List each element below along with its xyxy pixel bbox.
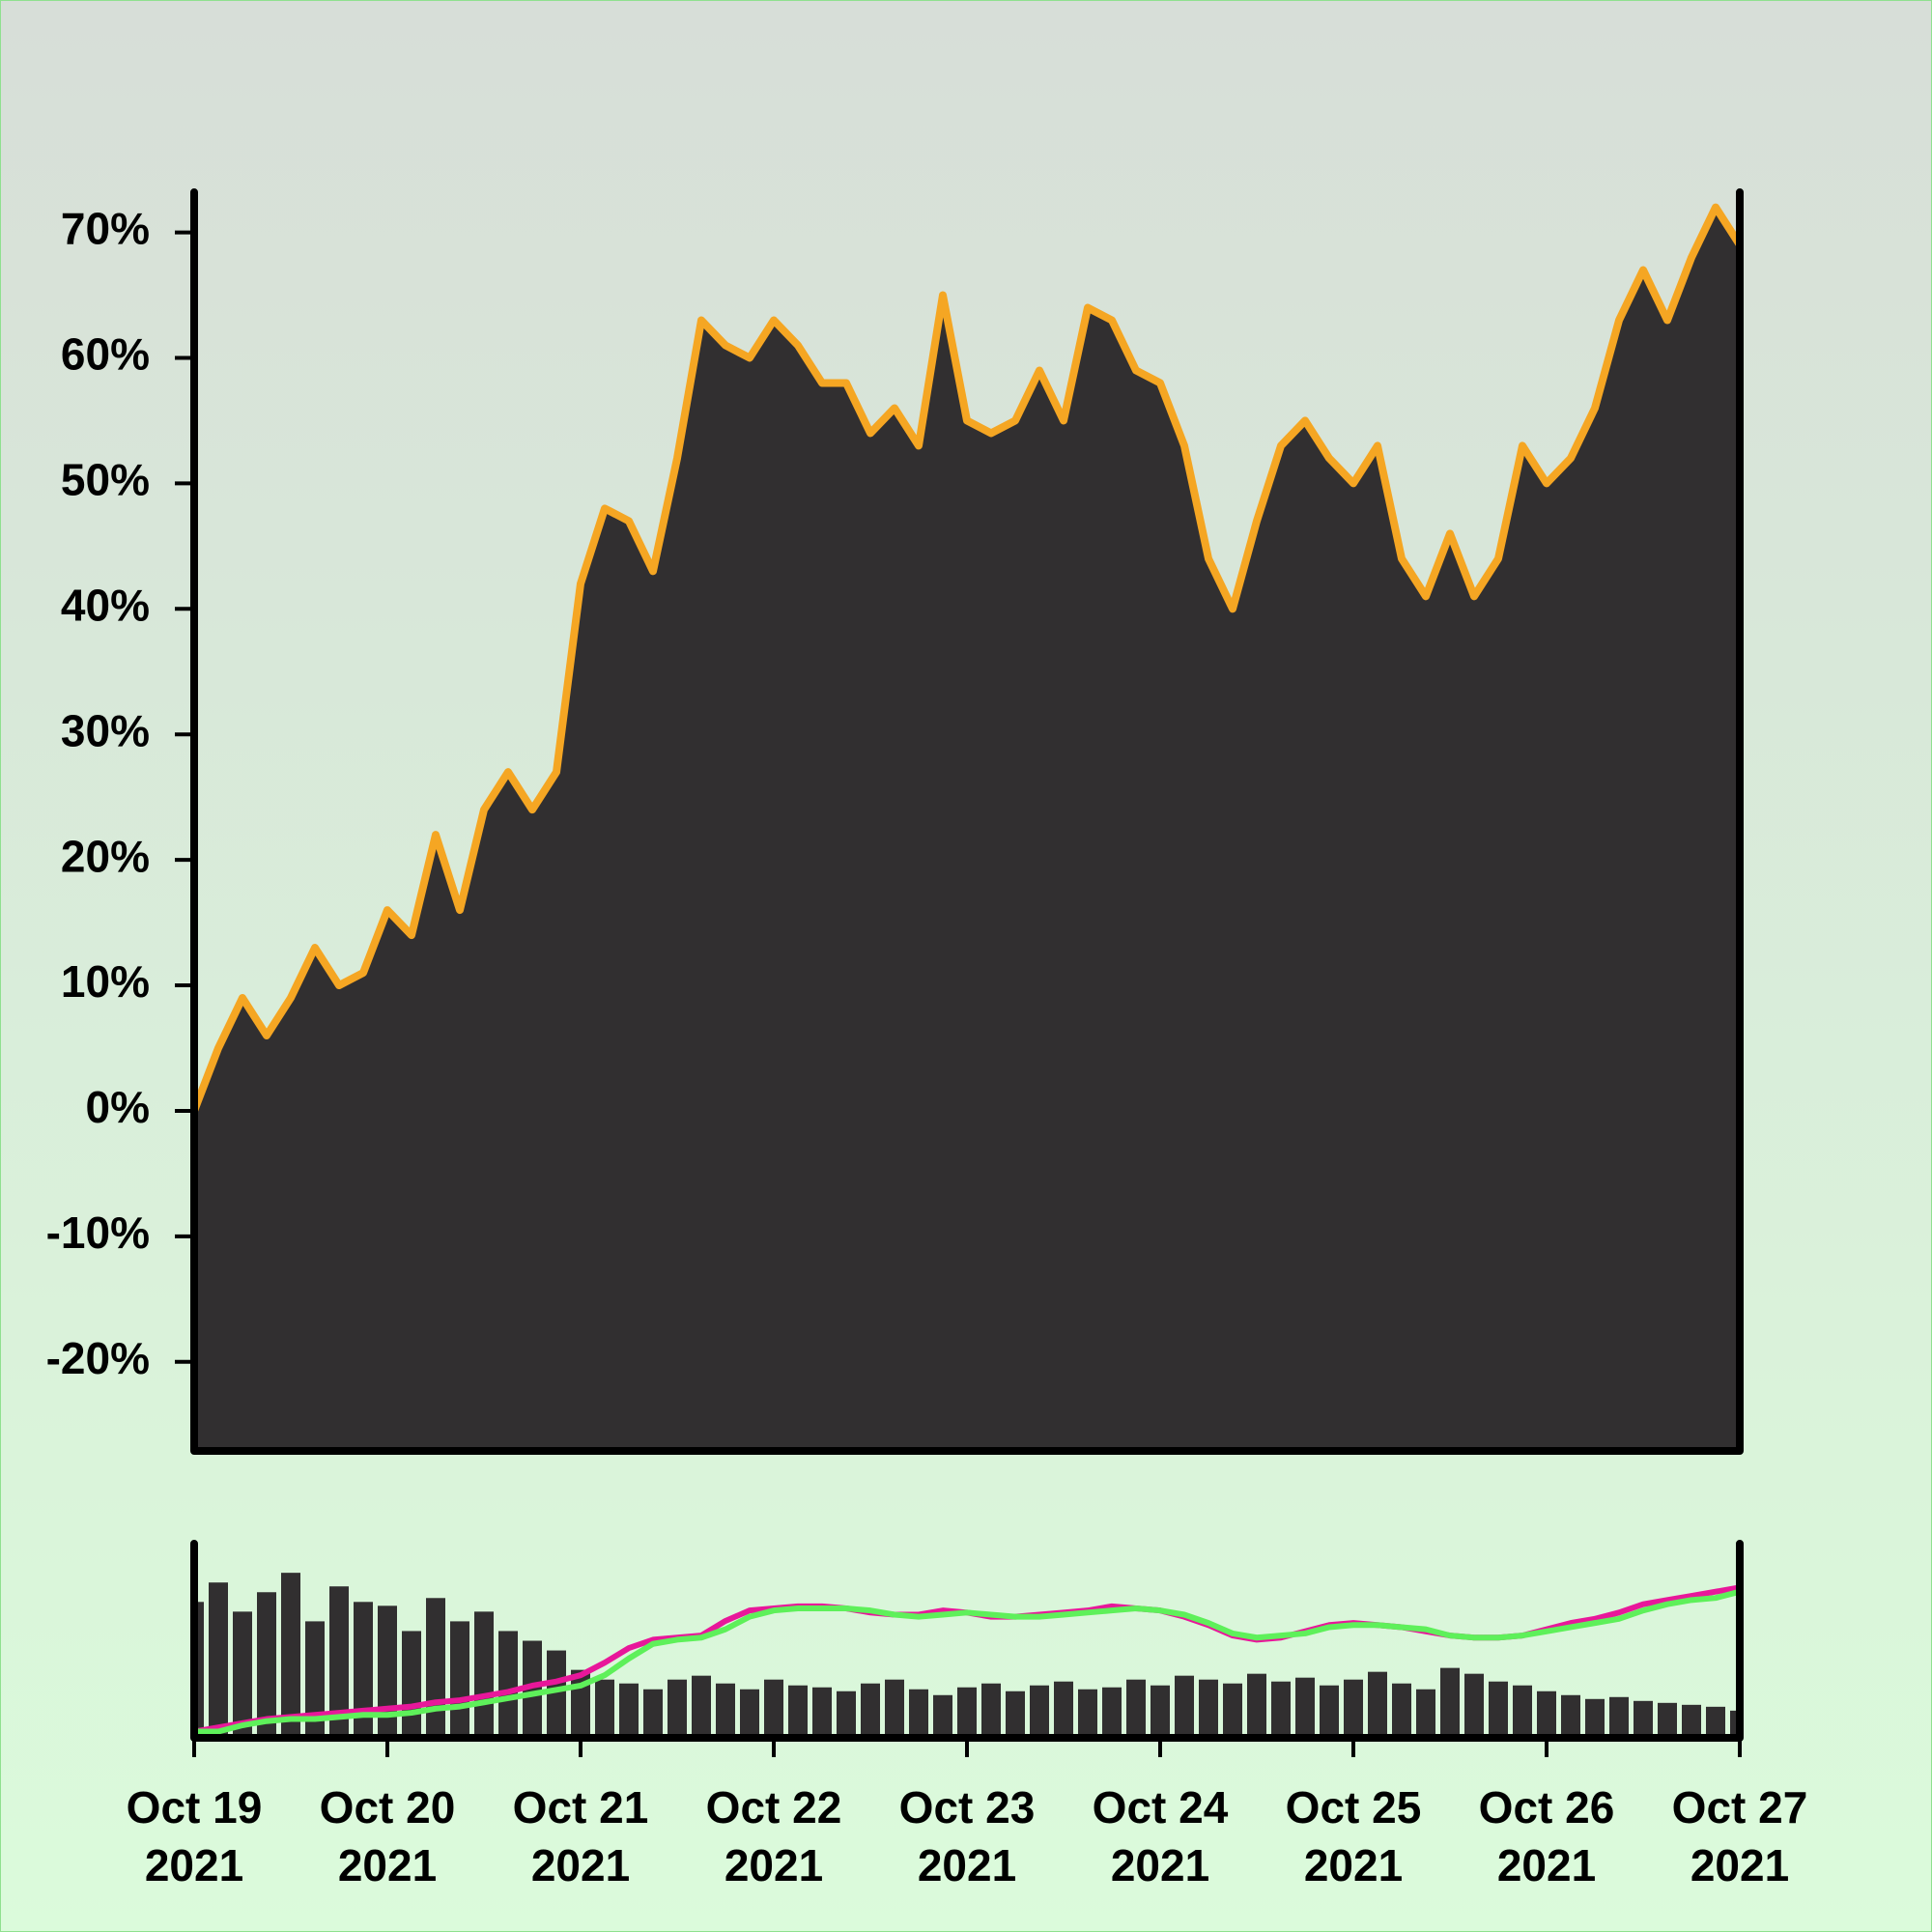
axis-frame (190, 1540, 1744, 1742)
volume-bar (498, 1631, 518, 1738)
x-tick-label: Oct 19 2021 (126, 1782, 263, 1890)
volume-bar (619, 1683, 639, 1738)
volume-bar (740, 1689, 759, 1738)
volume-bar (354, 1602, 373, 1738)
volume-bar (1489, 1681, 1508, 1738)
volume-bar (1561, 1694, 1580, 1738)
plot-area (194, 203, 1740, 1451)
volume-bar (402, 1631, 421, 1738)
volume-bar (643, 1689, 663, 1738)
volume-bar (209, 1582, 228, 1738)
volume-bar (1416, 1689, 1435, 1738)
volume-bar (1271, 1681, 1291, 1738)
volume-bar (1634, 1700, 1653, 1738)
x-tick-label: Oct 22 2021 (705, 1782, 842, 1890)
volume-bar (1682, 1704, 1701, 1738)
area-fill (194, 207, 1740, 1451)
volume-bar (378, 1605, 397, 1738)
volume-bar (1006, 1690, 1025, 1738)
y-tick-label: -10% (46, 1208, 150, 1258)
volume-bar (281, 1573, 300, 1738)
volume-bar (1440, 1667, 1460, 1738)
volume-bar (812, 1687, 832, 1738)
volume-bar (305, 1621, 325, 1738)
volume-bar (1344, 1679, 1363, 1738)
volume-bar (523, 1640, 542, 1738)
volume-bar (861, 1683, 880, 1738)
volume-bar (716, 1683, 735, 1738)
volume-bar (233, 1611, 252, 1738)
volume-bar (1223, 1683, 1242, 1738)
volume-bar (1054, 1681, 1073, 1738)
volume-bar (837, 1690, 856, 1738)
volume-bar (474, 1611, 494, 1738)
volume-bar (194, 1602, 204, 1738)
volume-bar (909, 1689, 928, 1738)
volume-bar (595, 1679, 614, 1738)
volume-bar (692, 1675, 711, 1738)
volume-bar (1320, 1685, 1339, 1738)
y-tick-label: 20% (61, 831, 150, 881)
x-tick-label: Oct 23 2021 (898, 1782, 1036, 1890)
volume-bar (257, 1592, 276, 1738)
x-tick-label: Oct 25 2021 (1285, 1782, 1422, 1890)
volume-bar (1730, 1710, 1740, 1738)
volume-bar (1706, 1706, 1725, 1738)
moving-average-line (194, 1588, 1740, 1735)
volume-bar (329, 1586, 349, 1738)
volume-bar (1658, 1702, 1677, 1738)
y-tick-label: -20% (46, 1333, 150, 1383)
y-tick-label: 40% (61, 580, 150, 630)
plot-area (194, 1573, 1740, 1738)
y-tick-label: 10% (61, 956, 150, 1007)
volume-bar (1199, 1679, 1218, 1738)
volume-bar (1030, 1685, 1049, 1738)
volume-bar (764, 1679, 783, 1738)
price-line (194, 203, 1740, 1113)
volume-bar (1295, 1677, 1315, 1738)
x-tick-label: Oct 20 2021 (319, 1782, 456, 1890)
volume-bar (885, 1679, 904, 1738)
volume-bar (1368, 1671, 1387, 1738)
volume-bar (981, 1683, 1001, 1738)
volume-bar (1585, 1698, 1605, 1738)
y-tick-label: 0% (86, 1082, 150, 1132)
volume-bar (1102, 1687, 1122, 1738)
x-tick-label: Oct 27 2021 (1671, 1782, 1808, 1890)
volume-bar (933, 1694, 952, 1738)
volume-bar (1078, 1689, 1097, 1738)
volume-bar (1151, 1685, 1170, 1738)
axis-frame (190, 188, 1744, 1455)
volume-bar (957, 1687, 977, 1738)
volume-bar (1126, 1679, 1146, 1738)
volume-bar (547, 1650, 566, 1738)
y-tick-label: 70% (61, 204, 150, 254)
y-tick-label: 30% (61, 705, 150, 755)
volume-bar (450, 1621, 469, 1738)
volume-bar (1247, 1673, 1266, 1738)
x-tick-label: Oct 21 2021 (512, 1782, 649, 1890)
volume-bar (1537, 1690, 1556, 1738)
volume-bar (1513, 1685, 1532, 1738)
volume-bar (426, 1598, 445, 1738)
volume-bar (788, 1685, 808, 1738)
y-tick-label: 60% (61, 329, 150, 380)
y-tick-label: 50% (61, 455, 150, 505)
volume-bar (668, 1679, 687, 1738)
x-tick-label: Oct 24 2021 (1092, 1782, 1229, 1890)
volume-bar (1609, 1696, 1629, 1738)
volume-bar (1175, 1675, 1194, 1738)
volume-bar (1464, 1673, 1484, 1738)
x-tick-label: Oct 26 2021 (1478, 1782, 1615, 1890)
volume-bar (1392, 1683, 1411, 1738)
